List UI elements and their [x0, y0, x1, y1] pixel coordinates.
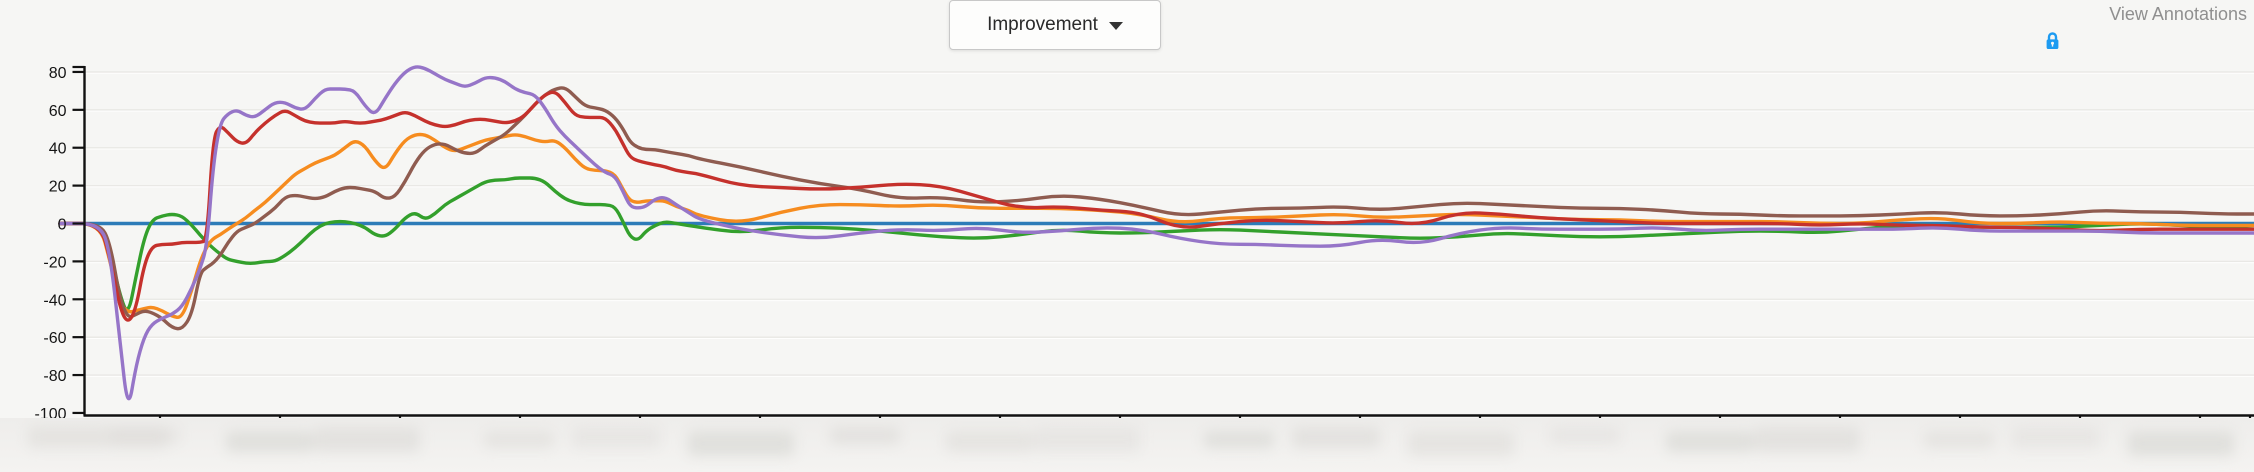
- blurred-x-label: [1292, 427, 1380, 448]
- caret-down-icon: [1108, 22, 1123, 30]
- blurred-x-label: [28, 426, 168, 448]
- blurred-x-label: [830, 427, 900, 444]
- annotation-lock-marker[interactable]: [2045, 31, 2060, 51]
- y-axis-tick-label: 60: [49, 103, 67, 120]
- view-annotations-link[interactable]: View Annotations: [2109, 4, 2247, 24]
- blurred-x-label: [484, 431, 554, 448]
- blurred-x-label: [1754, 427, 1860, 452]
- y-axis-tick-label: -80: [43, 368, 66, 385]
- y-axis-tick-label: -20: [43, 254, 66, 271]
- y-axis-tick-label: 40: [49, 141, 67, 158]
- blurred-x-label: [572, 427, 660, 448]
- series-purple-line[interactable]: [58, 65, 2254, 401]
- y-axis-tick-label: 0: [58, 217, 67, 234]
- blurred-x-label: [946, 431, 1034, 452]
- blurred-x-label: [1924, 431, 1994, 448]
- y-axis-tick-label: -40: [43, 292, 66, 309]
- y-axis-tick-label: 20: [49, 179, 67, 196]
- blurred-x-label: [1204, 431, 1274, 448]
- blurred-x-label: [1550, 427, 1620, 444]
- lock-icon: [2046, 32, 2059, 49]
- blurred-x-label: [2128, 431, 2234, 456]
- metric-dropdown-label: Improvement: [987, 14, 1098, 35]
- blurred-x-label: [2012, 427, 2100, 448]
- blurred-label-blobs: [0, 418, 2254, 472]
- series-red-line[interactable]: [58, 90, 2254, 322]
- blurred-x-label: [688, 431, 794, 456]
- blurred-x-label: [314, 427, 420, 452]
- blurred-x-label: [226, 431, 314, 452]
- series-green-line[interactable]: [58, 176, 2254, 312]
- metric-dropdown[interactable]: Improvement: [949, 0, 1161, 50]
- view-annotations: View Annotations: [2109, 4, 2247, 25]
- series-brown-line[interactable]: [58, 86, 2254, 331]
- blurred-x-label: [1408, 431, 1514, 456]
- y-axis-tick-label: 80: [49, 65, 67, 82]
- y-axis-tick-label: -60: [43, 330, 66, 347]
- blurred-x-label: [1666, 431, 1754, 452]
- blurred-x-label: [1034, 427, 1140, 452]
- x-axis-blurred-labels: [0, 418, 2254, 472]
